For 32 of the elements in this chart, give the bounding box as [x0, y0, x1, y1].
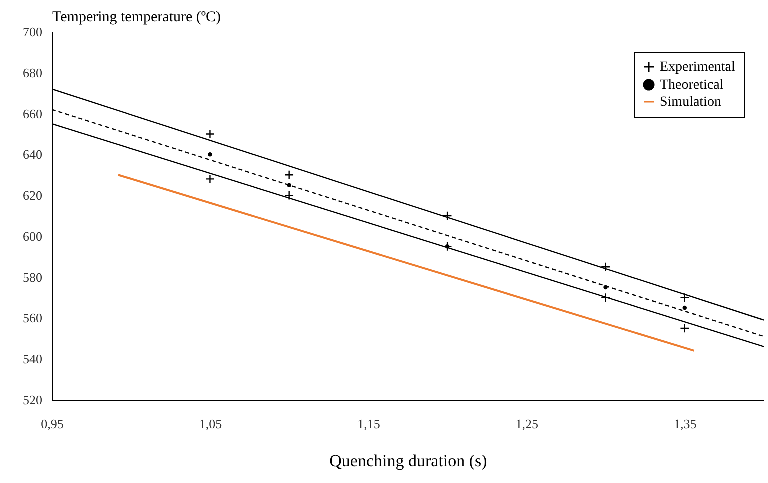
y-tick-label: 700	[23, 24, 42, 40]
point	[205, 129, 216, 140]
x-tick-label: 1,25	[516, 416, 539, 432]
point	[284, 170, 294, 180]
point	[284, 190, 294, 200]
point	[442, 242, 452, 252]
y-tick-label: 640	[23, 147, 42, 162]
point	[680, 292, 690, 303]
point	[680, 324, 690, 334]
legend-label: Theoretical	[660, 78, 724, 93]
y-tick-label: 520	[23, 392, 42, 408]
x-tick-label: 1,35	[674, 416, 697, 432]
y-tick-label: 660	[23, 106, 42, 122]
x-tick-label: 1,05	[199, 416, 222, 432]
legend-label: Simulation	[660, 95, 722, 110]
y-tick-label: 600	[23, 228, 42, 244]
point	[600, 262, 611, 272]
y-tick-label: 580	[23, 270, 42, 285]
point	[208, 152, 212, 157]
y-tick-label: 680	[23, 65, 42, 80]
point	[682, 306, 688, 310]
point	[600, 292, 611, 303]
x-tick-label: 1,15	[358, 416, 380, 432]
point	[205, 174, 216, 184]
legend-label: Experimental	[660, 60, 736, 75]
y-tick-label: 620	[23, 188, 42, 204]
y-tick-label: 560	[23, 310, 42, 326]
x-axis-title: Quenching duration (s)	[330, 452, 488, 470]
y-axis-title: Tempering temperature (ºC)	[52, 10, 222, 26]
x-tick-label: 0,95	[41, 416, 64, 432]
point	[442, 211, 452, 221]
y-tick-label: 540	[23, 352, 42, 367]
